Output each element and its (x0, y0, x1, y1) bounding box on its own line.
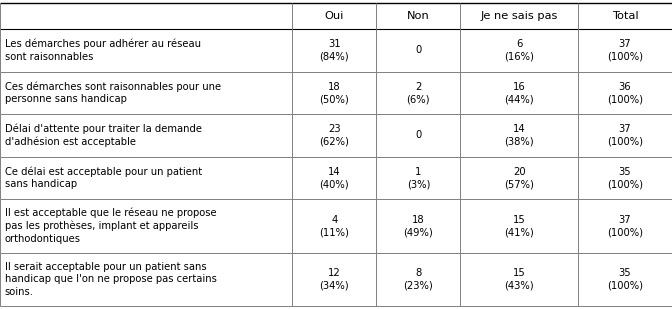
Text: 4
(11%): 4 (11%) (319, 215, 349, 237)
Text: 15
(43%): 15 (43%) (504, 268, 534, 290)
Text: 37
(100%): 37 (100%) (607, 215, 643, 237)
Text: 36
(100%): 36 (100%) (607, 82, 643, 104)
Text: Total: Total (612, 11, 638, 21)
Text: Les démarches pour adhérer au réseau
sont raisonnables: Les démarches pour adhérer au réseau son… (5, 39, 201, 62)
Text: 37
(100%): 37 (100%) (607, 124, 643, 146)
Text: 31
(84%): 31 (84%) (319, 39, 349, 61)
Text: Non: Non (407, 11, 429, 21)
Text: Délai d'attente pour traiter la demande
d'adhésion est acceptable: Délai d'attente pour traiter la demande … (5, 124, 202, 147)
Text: 37
(100%): 37 (100%) (607, 39, 643, 61)
Text: 18
(49%): 18 (49%) (403, 215, 433, 237)
Text: 6
(16%): 6 (16%) (504, 39, 534, 61)
Text: 8
(23%): 8 (23%) (403, 268, 433, 290)
Text: 1
(3%): 1 (3%) (407, 167, 430, 189)
Text: Ce délai est acceptable pour un patient
sans handicap: Ce délai est acceptable pour un patient … (5, 167, 202, 189)
Text: 0: 0 (415, 130, 421, 140)
Text: 18
(50%): 18 (50%) (319, 82, 349, 104)
Text: 14
(38%): 14 (38%) (504, 124, 534, 146)
Text: Je ne sais pas: Je ne sais pas (480, 11, 558, 21)
Text: 2
(6%): 2 (6%) (407, 82, 430, 104)
Text: 35
(100%): 35 (100%) (607, 268, 643, 290)
Text: 23
(62%): 23 (62%) (319, 124, 349, 146)
Text: Il serait acceptable pour un patient sans
handicap que l'on ne propose pas certa: Il serait acceptable pour un patient san… (5, 262, 216, 297)
Text: 35
(100%): 35 (100%) (607, 167, 643, 189)
Text: 20
(57%): 20 (57%) (504, 167, 534, 189)
Text: 15
(41%): 15 (41%) (504, 215, 534, 237)
Text: 12
(34%): 12 (34%) (319, 268, 349, 290)
Text: 14
(40%): 14 (40%) (319, 167, 349, 189)
Text: Ces démarches sont raisonnables pour une
personne sans handicap: Ces démarches sont raisonnables pour une… (5, 81, 221, 104)
Text: Il est acceptable que le réseau ne propose
pas les prothèses, implant et apparei: Il est acceptable que le réseau ne propo… (5, 208, 216, 244)
Text: 0: 0 (415, 45, 421, 55)
Text: Oui: Oui (325, 11, 344, 21)
Text: 16
(44%): 16 (44%) (504, 82, 534, 104)
